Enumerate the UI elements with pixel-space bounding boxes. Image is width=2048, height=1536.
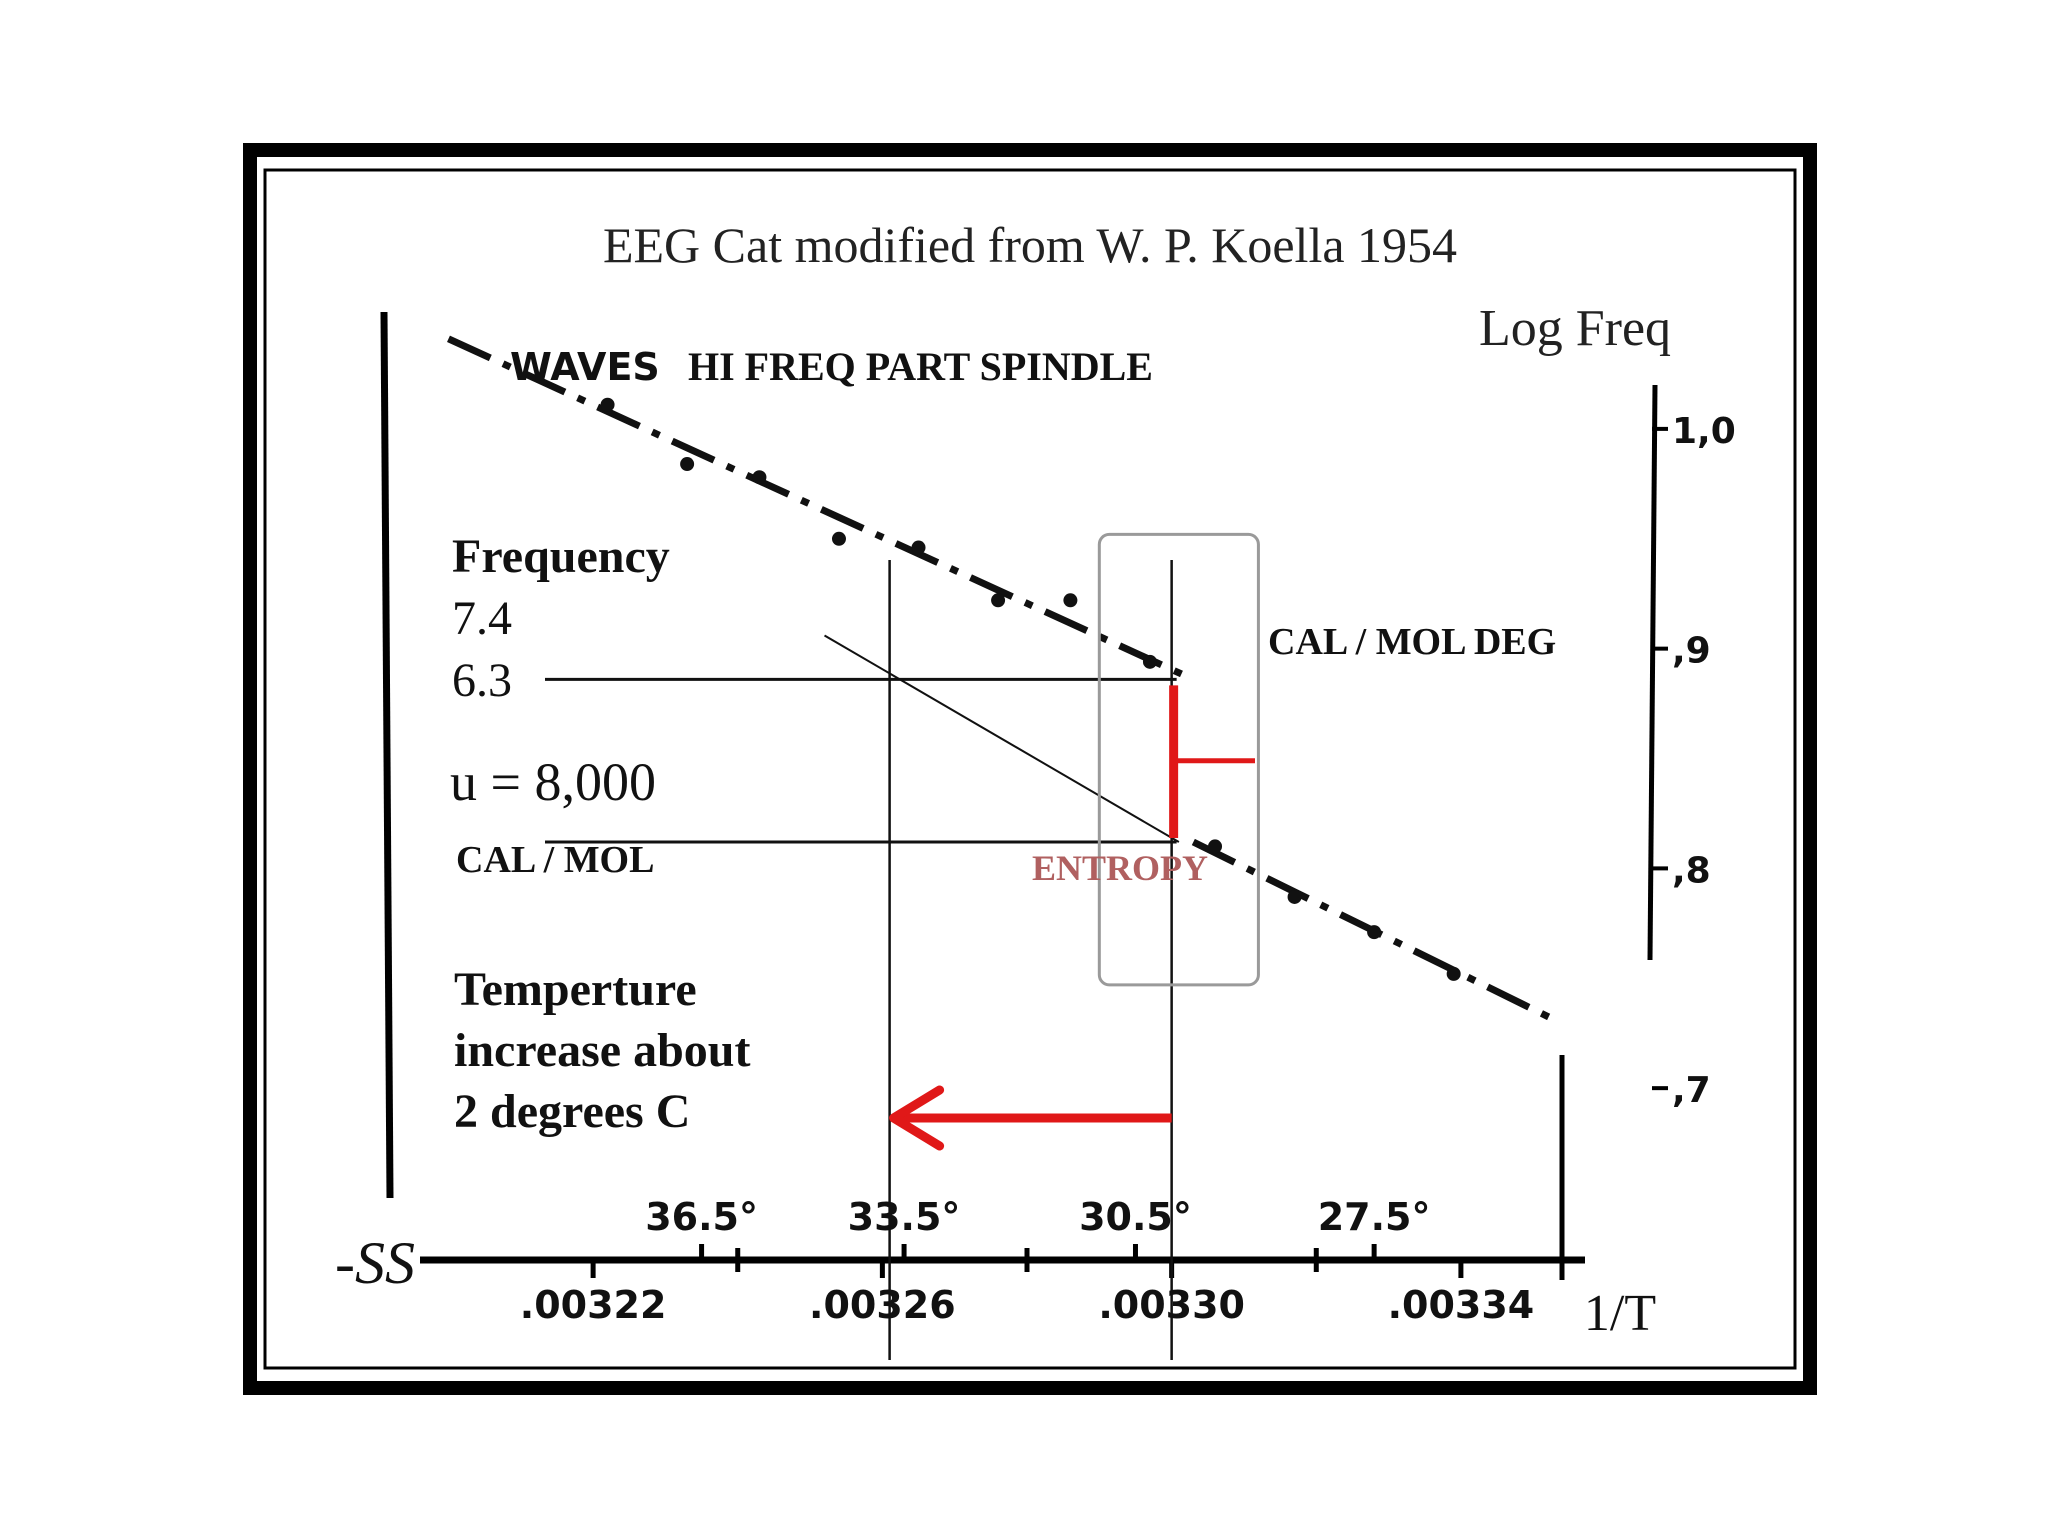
x-tick-label-1: .00326 — [809, 1283, 956, 1327]
temp-tick-label-2: 30.5° — [1079, 1195, 1192, 1239]
x-tick-label-3: .00334 — [1388, 1283, 1535, 1327]
waves-point-11 — [1446, 966, 1461, 981]
waves-point-6 — [1063, 593, 1078, 608]
entropy-box — [1097, 532, 1260, 987]
y-tick-label-0: 1,0 — [1672, 411, 1736, 452]
temp-tick-label-1: 33.5° — [848, 1195, 961, 1239]
u-unit-label: CAL / MOL — [456, 839, 654, 881]
temperature-note-line2: increase about — [454, 1024, 750, 1077]
waves-point-0 — [600, 397, 615, 412]
chart-title: EEG Cat modified from W. P. Koella 1954 — [603, 217, 1457, 273]
frequency-value-low: 6.3 — [452, 654, 512, 707]
u-value-label: u = 8,000 — [450, 752, 656, 812]
fit-line-0 — [447, 335, 1195, 683]
x-axis-ticks: .00322.00326.00330.00334 — [520, 1248, 1534, 1327]
waves-point-4 — [911, 540, 926, 555]
hi-freq-label: HI FREQ PART SPINDLE — [688, 344, 1153, 389]
temperature-arrow-head — [889, 1085, 945, 1151]
frequency-markers — [545, 677, 1177, 844]
shifted-fit-line — [824, 634, 1180, 843]
waves-point-10 — [1367, 925, 1382, 940]
left-vertical-axis — [380, 311, 394, 1199]
frequency-label: Frequency — [452, 530, 670, 583]
temp-tick-label-3: 27.5° — [1318, 1195, 1431, 1239]
y-tick-label-3: ,7 — [1672, 1070, 1711, 1111]
y-axis-line — [1647, 384, 1658, 961]
waves-point-1 — [680, 457, 695, 472]
x-tick-label-0: .00322 — [520, 1283, 667, 1327]
waves-point-7 — [1142, 654, 1157, 669]
entropy-label: ENTROPY — [1032, 848, 1208, 888]
waves-point-8 — [1208, 839, 1223, 854]
outer-frame — [243, 143, 1817, 1395]
y-axis-label: Log Freq — [1479, 300, 1671, 357]
series-label-waves: WAVES — [510, 345, 660, 389]
waves-point-3 — [831, 531, 846, 546]
temp-tick-label-0: 36.5° — [645, 1195, 758, 1239]
inner-frame — [263, 168, 1797, 1370]
frequency-value-high: 7.4 — [452, 592, 512, 645]
temperature-ticks: 36.5° 33.5° 30.5° 27.5° — [645, 1195, 1431, 1260]
temperature-note-line3: 2 degrees C — [454, 1085, 690, 1138]
axis-break-mark: -SS — [335, 1230, 415, 1296]
y-tick-label-1: ,9 — [1672, 631, 1711, 672]
x-axis-label: 1/T — [1584, 1285, 1656, 1342]
waves-point-2 — [752, 470, 767, 485]
waves-point-9 — [1287, 889, 1302, 904]
temperature-note-line1: Temperture — [454, 963, 697, 1016]
cal-mol-deg-label: CAL / MOL DEG — [1268, 621, 1556, 663]
y-tick-label-2: ,8 — [1672, 850, 1711, 891]
waves-points — [600, 397, 1461, 981]
waves-point-5 — [991, 593, 1006, 608]
y-axis-ticks: 1,0 ,9 ,8 ,7 — [1652, 411, 1736, 1111]
